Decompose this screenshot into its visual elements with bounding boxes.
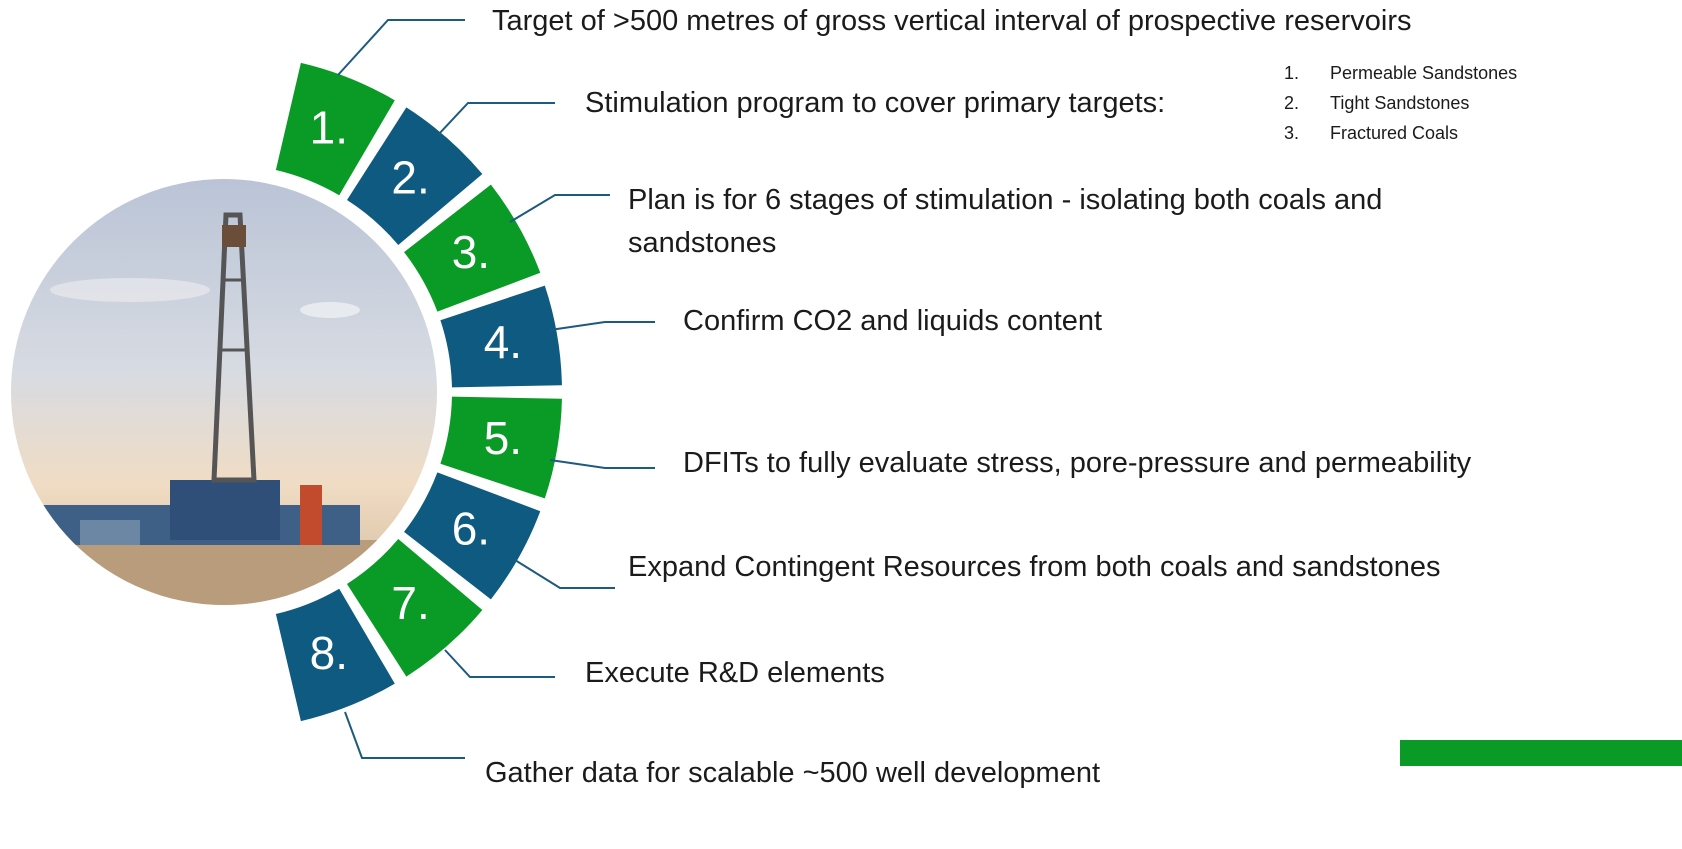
accent-bar bbox=[1400, 740, 1682, 766]
connector bbox=[515, 560, 615, 588]
connector bbox=[550, 460, 655, 468]
page: {"items": [ {"number": "1.", "text": "Ta… bbox=[0, 0, 1682, 849]
connector bbox=[445, 650, 555, 677]
item-text: Confirm CO2 and liquids content bbox=[683, 300, 1102, 343]
segment-number: 4. bbox=[484, 316, 522, 368]
segment-number: 8. bbox=[310, 627, 348, 679]
sub-text: Fractured Coals bbox=[1330, 123, 1458, 144]
item-text: DFITs to fully evaluate stress, pore-pre… bbox=[683, 442, 1471, 485]
photo bbox=[0, 170, 450, 620]
item-text: Stimulation program to cover primary tar… bbox=[585, 82, 1165, 125]
sub-text: Permeable Sandstones bbox=[1330, 63, 1517, 84]
connector bbox=[510, 195, 610, 222]
connector bbox=[345, 712, 465, 758]
connector bbox=[438, 103, 555, 135]
segment-number: 6. bbox=[452, 502, 490, 554]
item-text: Expand Contingent Resources from both co… bbox=[628, 546, 1441, 589]
item-text: Execute R&D elements bbox=[585, 652, 885, 695]
segment-number: 3. bbox=[452, 226, 490, 278]
connector bbox=[550, 322, 655, 330]
sub-number: 1. bbox=[1284, 63, 1299, 84]
sub-number: 3. bbox=[1284, 123, 1299, 144]
sub-text: Tight Sandstones bbox=[1330, 93, 1469, 114]
segment-number: 1. bbox=[310, 101, 348, 153]
item-text: Plan is for 6 stages of stimulation - is… bbox=[628, 179, 1488, 265]
connector bbox=[338, 20, 465, 75]
segment-number: 2. bbox=[391, 151, 429, 203]
sub-number: 2. bbox=[1284, 93, 1299, 114]
segment-number: 7. bbox=[391, 577, 429, 629]
segment-number: 5. bbox=[484, 412, 522, 464]
item-text: Gather data for scalable ~500 well devel… bbox=[485, 752, 1100, 795]
item-text: Target of >500 metres of gross vertical … bbox=[492, 0, 1412, 43]
